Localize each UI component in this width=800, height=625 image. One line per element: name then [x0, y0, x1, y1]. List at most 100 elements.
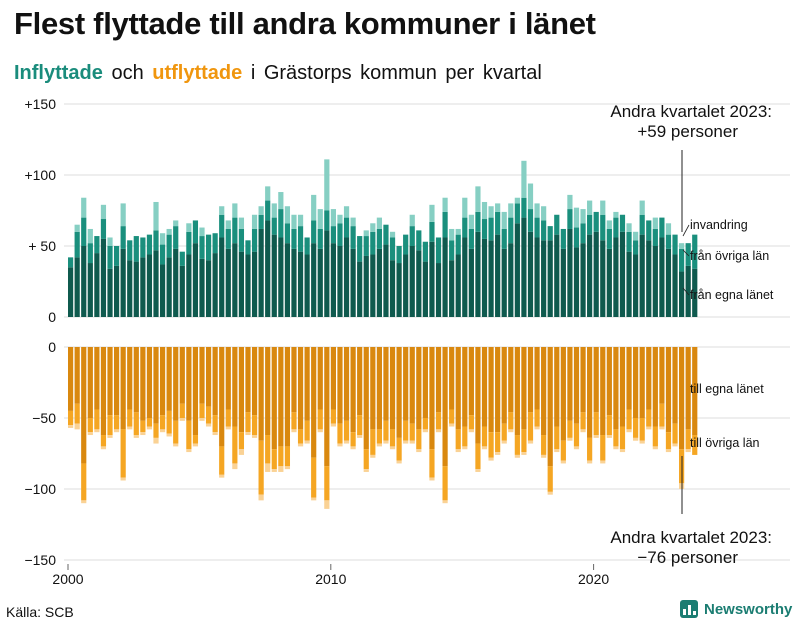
bar-out-utvandring	[205, 423, 212, 427]
bar-out-till-övriga-län	[258, 440, 264, 495]
bar-in-från-övriga-län	[107, 246, 113, 269]
bar-out-utvandring	[284, 466, 291, 470]
bar-in-invandring	[639, 200, 645, 215]
bar-in-från-övriga-län	[573, 227, 580, 248]
bar-in-från-egna-länet	[534, 237, 540, 317]
bar-out-till-egna-länet	[271, 347, 277, 450]
bar-out-till-övriga-län	[192, 435, 199, 444]
bar-out-till-egna-länet	[521, 347, 527, 430]
bar-in-från-egna-länet	[251, 251, 258, 317]
bar-out-utvandring	[113, 429, 120, 433]
bar-in-från-övriga-län	[146, 234, 153, 255]
bar-in-från-övriga-län	[626, 231, 632, 252]
bar-out-till-egna-länet	[508, 347, 514, 413]
bar-in-invandring	[508, 203, 514, 218]
bar-out-till-egna-länet	[534, 347, 540, 410]
bar-out-till-övriga-län	[422, 418, 428, 430]
bar-in-från-övriga-län	[81, 217, 87, 246]
bar-in-från-övriga-län	[133, 236, 139, 262]
bar-out-till-egna-länet	[192, 347, 199, 436]
bar-in-från-egna-länet	[527, 231, 534, 317]
bar-out-till-övriga-län	[534, 409, 540, 427]
bar-out-till-övriga-län	[495, 432, 501, 453]
bar-out-till-övriga-län	[508, 412, 514, 430]
bar-out-till-övriga-län	[245, 412, 251, 433]
bar-out-till-egna-länet	[587, 347, 593, 438]
bar-in-invandring	[232, 203, 238, 218]
bar-in-från-egna-länet	[554, 234, 560, 317]
bar-in-från-övriga-län	[192, 220, 199, 244]
bar-in-från-övriga-län	[613, 217, 619, 238]
bar-out-till-övriga-län	[225, 409, 231, 427]
bar-out-till-övriga-län	[435, 412, 442, 430]
bar-in-från-övriga-län	[179, 251, 185, 266]
bar-out-till-egna-länet	[140, 347, 146, 421]
bar-in-invandring	[665, 223, 672, 235]
bar-out-till-övriga-län	[652, 426, 658, 447]
subtitle-rest: i Grästorps kommun per kvartal	[242, 62, 542, 84]
bar-in-från-egna-länet	[153, 250, 159, 317]
bar-out-till-övriga-län	[462, 426, 468, 447]
y-tick-label-out: −150	[24, 552, 56, 568]
bar-in-från-egna-länet	[265, 220, 271, 317]
bar-out-till-övriga-län	[633, 418, 639, 438]
bar-in-invandring	[330, 209, 336, 227]
bar-out-utvandring	[133, 435, 139, 438]
x-tick-label: 2020	[578, 571, 609, 587]
bar-out-till-övriga-län	[606, 415, 612, 436]
bar-in-från-egna-länet	[383, 244, 389, 317]
bar-out-utvandring	[521, 452, 527, 455]
bar-in-från-övriga-län	[501, 228, 507, 249]
gridlines	[64, 103, 790, 561]
bar-in-från-övriga-län	[232, 217, 238, 244]
bar-in-från-egna-länet	[613, 237, 619, 317]
bar-out-utvandring	[337, 443, 343, 447]
bar-in-invandring	[271, 203, 277, 218]
bar-out-till-egna-länet	[481, 347, 488, 427]
bar-in-från-egna-länet	[212, 253, 218, 317]
bar-in-från-övriga-län	[659, 217, 665, 238]
bar-out-till-egna-länet	[113, 347, 120, 416]
bar-out-utvandring	[357, 435, 363, 438]
bar-out-till-övriga-län	[363, 449, 369, 470]
bar-in-från-övriga-län	[265, 200, 271, 221]
bar-in-från-egna-länet	[376, 248, 382, 317]
bar-out-till-egna-länet	[626, 347, 632, 410]
bar-out-till-egna-länet	[343, 347, 350, 421]
bar-in-från-egna-länet	[455, 254, 461, 317]
bar-out-till-övriga-län	[449, 409, 455, 424]
bar-in-från-övriga-län	[245, 240, 251, 255]
bar-out-utvandring	[219, 474, 225, 478]
bar-out-utvandring	[258, 494, 264, 501]
bar-in-från-övriga-län	[297, 226, 304, 252]
bar-out-till-egna-länet	[166, 347, 172, 411]
bar-in-invandring	[265, 186, 271, 201]
bar-in-invandring	[166, 228, 172, 235]
bar-out-till-egna-länet	[94, 347, 100, 410]
bar-out-utvandring	[265, 463, 271, 472]
bar-out-till-egna-länet	[284, 347, 291, 447]
bar-out-utvandring	[278, 466, 284, 472]
bar-out-till-övriga-län	[199, 403, 205, 418]
bar-out-till-övriga-län	[573, 423, 580, 447]
bar-out-till-egna-länet	[613, 347, 619, 430]
bar-in-från-egna-länet	[304, 254, 310, 317]
bar-out-till-egna-länet	[468, 347, 474, 416]
newsworthy-logo: Newsworthy	[680, 600, 792, 618]
bar-in-från-egna-länet	[619, 231, 626, 317]
bar-out-till-egna-länet	[495, 347, 501, 433]
bar-in-från-egna-länet	[665, 248, 672, 317]
bar-in-från-egna-länet	[389, 260, 396, 317]
bar-out-till-egna-länet	[363, 347, 369, 450]
bar-in-från-egna-länet	[232, 243, 238, 317]
bar-in-invandring	[297, 214, 304, 227]
bar-in-från-egna-länet	[127, 260, 133, 317]
bar-out-till-övriga-län	[68, 410, 74, 426]
bar-in-från-övriga-län	[357, 236, 363, 262]
bar-out-till-övriga-län	[488, 432, 494, 458]
bar-out-till-övriga-län	[173, 420, 179, 444]
bar-out-utvandring	[495, 452, 501, 455]
bar-out-till-övriga-län	[587, 437, 593, 461]
bar-out-till-egna-länet	[186, 347, 192, 421]
